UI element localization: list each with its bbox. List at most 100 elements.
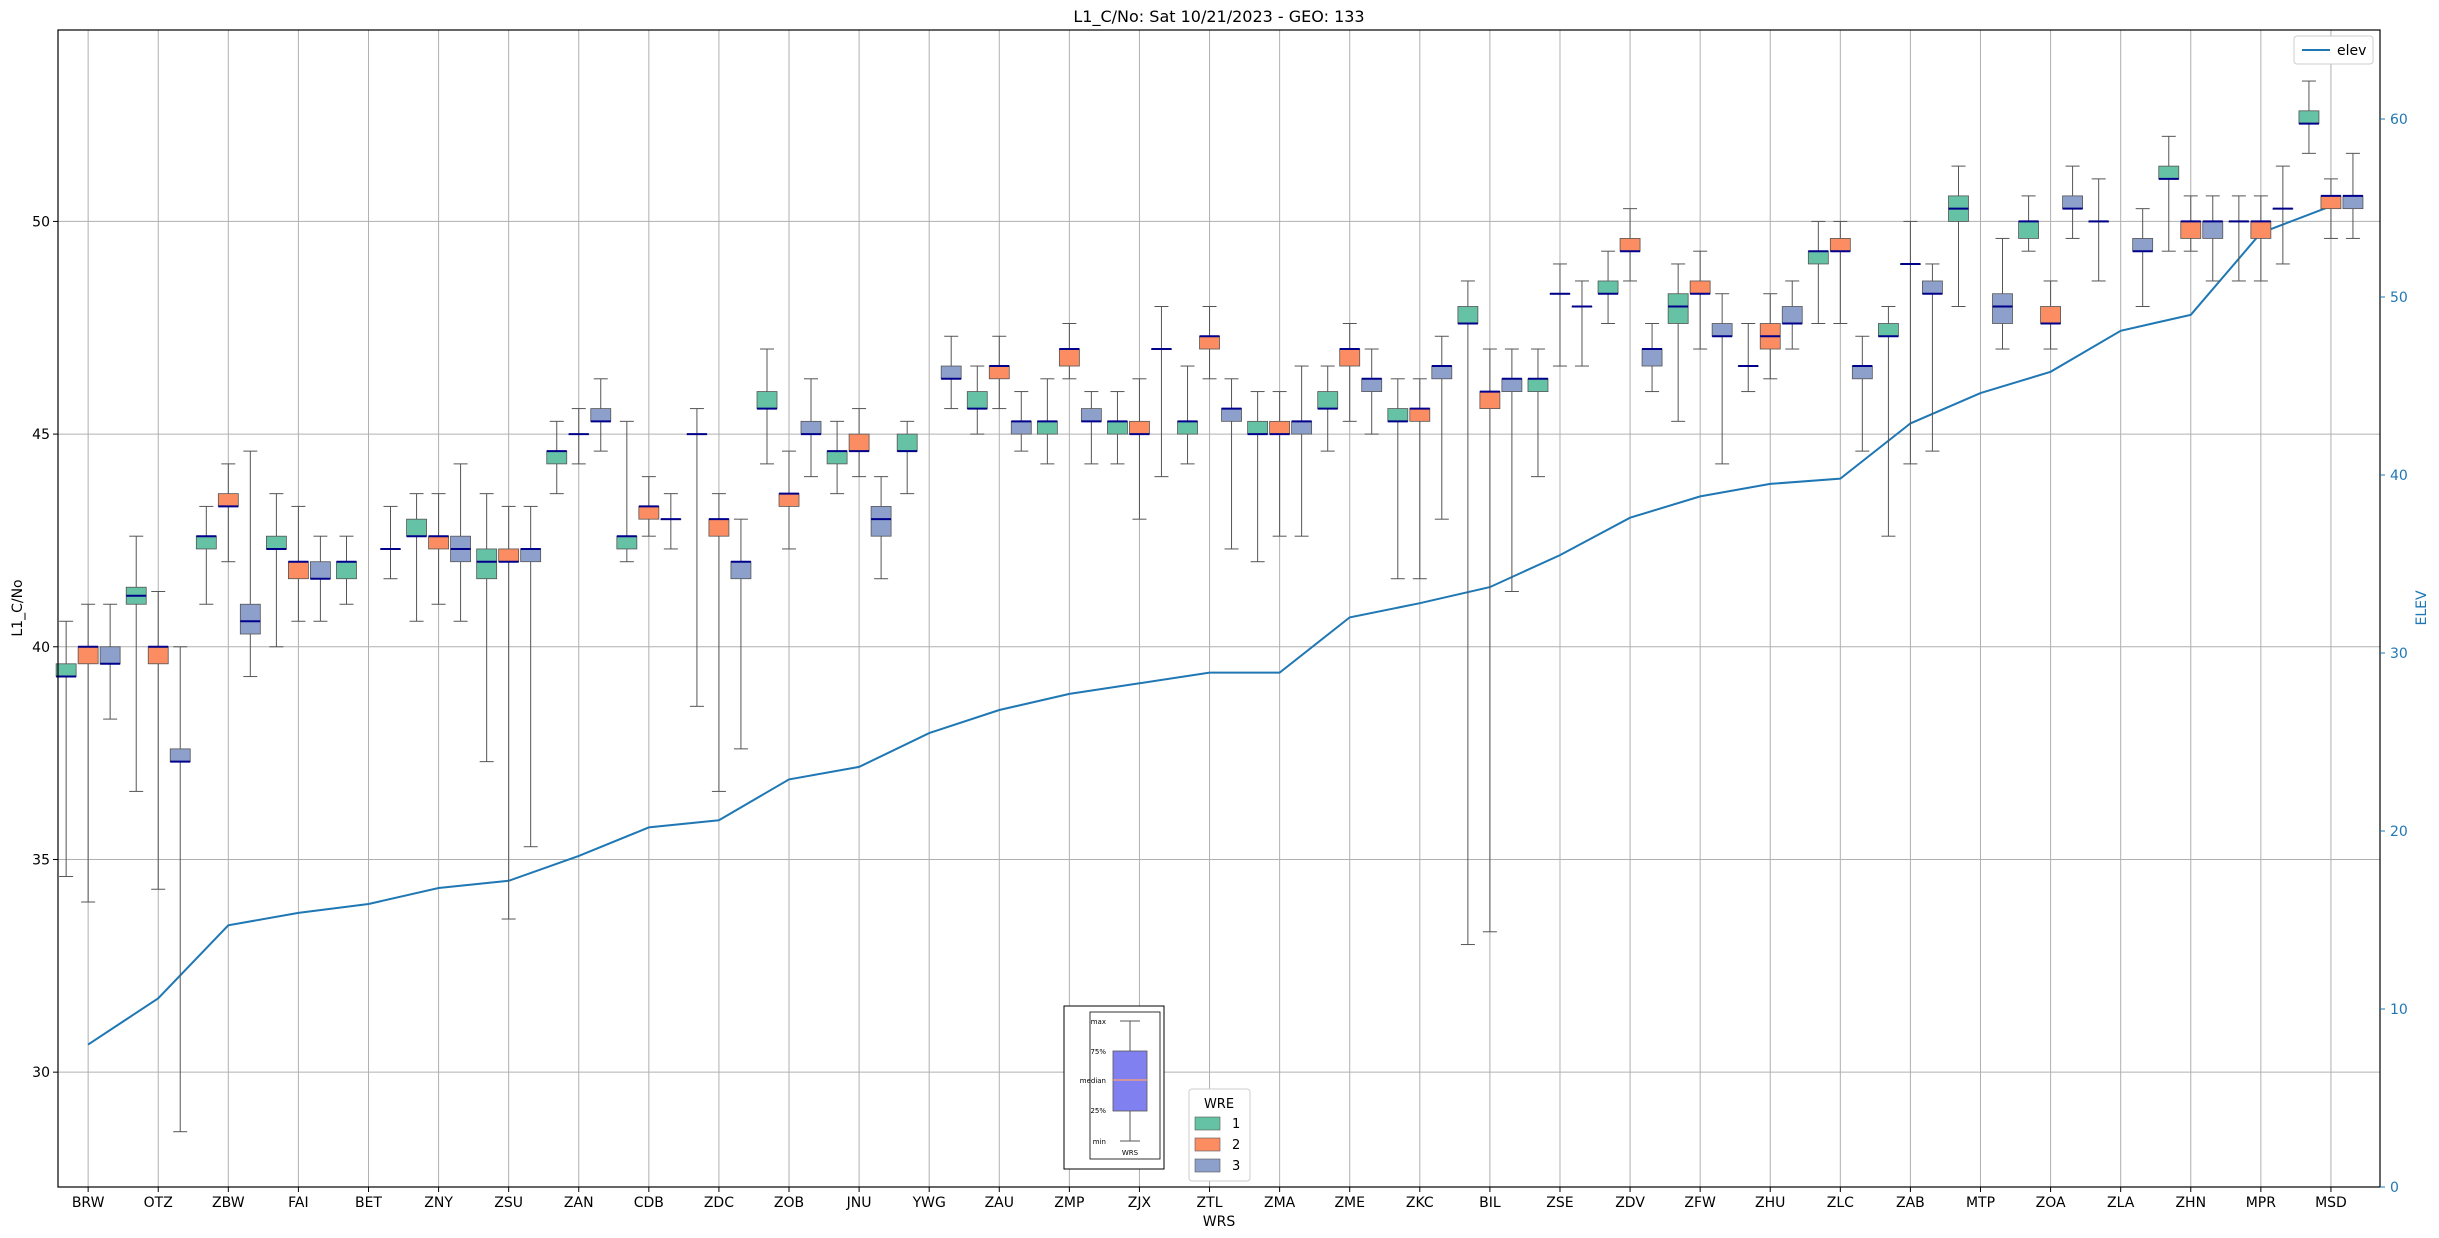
inset-plot-area: [1089, 1011, 1161, 1160]
x-tick-label: ZME: [1334, 1195, 1365, 1211]
x-tick-label: ZDC: [704, 1195, 734, 1211]
box-wre1-zhu: [1737, 323, 1759, 393]
y-tick-label: 40: [32, 640, 50, 656]
box-wre2-zme: [1339, 323, 1361, 422]
box-body: [169, 748, 191, 763]
box-wre1-zdv: [1597, 250, 1619, 325]
box-wre1-bil: [1457, 280, 1479, 946]
wre-legend-swatch: [1194, 1158, 1221, 1173]
x-tick-label: ZNY: [424, 1195, 453, 1211]
box-body: [2132, 238, 2154, 252]
box-body: [966, 391, 988, 409]
box-wre1-zma: [1247, 391, 1269, 563]
box-wre2-msd: [2320, 178, 2342, 239]
box-wre1-zjx: [1107, 391, 1128, 465]
box-body: [1878, 323, 1899, 337]
y2-tick-label: 40: [2390, 468, 2408, 484]
box-wre3-mtp: [1992, 237, 2013, 350]
box-wre3-zny: [450, 463, 471, 622]
x-tick-label: MSD: [2315, 1195, 2347, 1211]
box-body: [1781, 306, 1803, 324]
x-tick-label: ZMP: [1054, 1195, 1084, 1211]
box-body: [239, 603, 261, 635]
inset-label-median: median: [1080, 1077, 1106, 1085]
box-wre3-zjx: [1151, 305, 1172, 478]
box-wre3-zbw: [239, 450, 261, 678]
y2-tick-label: 30: [2390, 646, 2408, 662]
box-body: [2180, 221, 2202, 239]
box-wre1-cdb: [616, 420, 638, 563]
box-body: [1058, 348, 1080, 367]
box-body: [1129, 420, 1150, 435]
box-body: [1409, 408, 1431, 422]
box-wre1-zob: [756, 348, 778, 465]
box-body: [520, 548, 542, 563]
x-tick-label: ZAB: [1896, 1195, 1925, 1211]
box-body: [1361, 378, 1383, 392]
x-tick-label: OTZ: [144, 1195, 173, 1211]
box-wre3-zoa: [2062, 165, 2083, 239]
box-wre3-zla: [2132, 208, 2154, 307]
box-wre2-zny: [428, 493, 449, 605]
elev-legend-frame: [2293, 35, 2374, 65]
box-wre2-zlc: [1829, 220, 1851, 325]
box-body: [826, 450, 848, 465]
box-wre2-zoa: [2040, 280, 2061, 350]
box-wre2-zse: [1549, 263, 1571, 367]
x-tick-label: ZAN: [564, 1195, 594, 1211]
box-body: [1992, 293, 2013, 324]
box-wre3-zdv: [1641, 323, 1663, 393]
box-wre1-zme: [1317, 365, 1339, 452]
box-body: [2250, 221, 2272, 239]
box-wre1-zhn: [2158, 135, 2180, 252]
box-wre3-bil: [1501, 348, 1523, 592]
box-wre2-zhu: [1759, 293, 1781, 380]
x-tick-label: YWG: [912, 1195, 946, 1211]
box-wre2-zfw: [1689, 250, 1711, 350]
x-tick-label: ZLA: [2107, 1195, 2135, 1211]
x-tick-label: ZBW: [212, 1195, 245, 1211]
box-body: [730, 561, 752, 580]
box-wre1-msd: [2298, 80, 2320, 154]
box-body: [2320, 195, 2342, 210]
box-wre3-zma: [1291, 365, 1313, 537]
x-tick-label: ZHU: [1755, 1195, 1785, 1211]
box-wre1-otz: [125, 535, 147, 792]
box-wre3-cdb: [660, 493, 682, 550]
box-wre3-zhu: [1781, 280, 1803, 350]
box-body: [1247, 420, 1269, 435]
box-body: [988, 365, 1010, 380]
inset-xtick-label: WRS: [1122, 1149, 1139, 1157]
box-wre2-zan: [568, 408, 590, 465]
box-body: [2298, 110, 2320, 124]
box-wre3-ztl: [1221, 378, 1242, 550]
box-body: [1107, 420, 1128, 435]
box-body: [546, 450, 568, 465]
box-body: [1431, 365, 1453, 380]
box-wre1-mtp: [1948, 165, 1969, 307]
box-wre3-ywg: [940, 335, 962, 410]
box-wre2-bil: [1479, 348, 1501, 933]
y2-tick-label: 50: [2390, 290, 2408, 306]
box-body: [406, 518, 427, 537]
x-tick-label: ZLC: [1827, 1195, 1854, 1211]
x-tick-label: ZHN: [2175, 1195, 2206, 1211]
box-body: [1221, 408, 1242, 422]
box-body: [1597, 280, 1619, 295]
box-body: [310, 561, 331, 580]
box-wre2-otz: [147, 590, 169, 890]
box-body: [1199, 335, 1220, 350]
box-body: [896, 433, 918, 452]
y-tick-label: 45: [32, 427, 50, 443]
box-wre2-zob: [778, 450, 800, 550]
x-tick-label: MPR: [2246, 1195, 2277, 1211]
box-wre3-bet: [380, 505, 401, 580]
box-wre1-zfw: [1667, 263, 1689, 422]
box-wre3-zfw: [1711, 293, 1733, 465]
inset-label-25: 25%: [1090, 1107, 1106, 1115]
box-wre1-zmp: [1036, 378, 1058, 465]
inset-label-max: max: [1091, 1018, 1106, 1026]
box-body: [336, 561, 357, 580]
box-wre1-zsu: [476, 493, 498, 763]
